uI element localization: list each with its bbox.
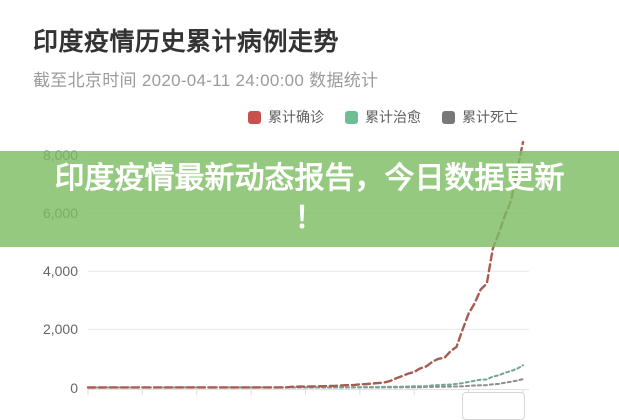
- legend-label-cured: 累计治愈: [365, 109, 421, 125]
- chart-subtitle: 截至北京时间 2020-04-11 24:00:00 数据统计: [33, 71, 379, 90]
- xaxis-label-box: [462, 392, 525, 420]
- y-axis-tick-label: 4,000: [42, 263, 78, 280]
- legend-swatch-confirmed-icon: [248, 110, 261, 124]
- legend-label-deaths: 累计死亡: [462, 109, 518, 125]
- banner-text-line1: 印度疫情最新动态报告，今日数据更新: [54, 162, 565, 195]
- legend-item-deaths[interactable]: 累计死亡: [442, 107, 518, 127]
- series-line-累计死亡: [87, 378, 524, 389]
- page-title: 印度疫情历史累计病例走势: [33, 28, 340, 56]
- y-axis-tick-label: 0: [70, 379, 78, 396]
- series-line-累计治愈: [87, 364, 524, 389]
- chart-legend: 累计确诊 累计治愈 累计死亡: [248, 107, 518, 127]
- legend-label-confirmed: 累计确诊: [268, 109, 324, 125]
- legend-item-cured[interactable]: 累计治愈: [345, 107, 421, 127]
- legend-swatch-cured-icon: [345, 110, 358, 124]
- news-banner-overlay: 印度疫情最新动态报告，今日数据更新 ！: [0, 151, 619, 247]
- banner-text-line2: ！: [294, 202, 325, 235]
- y-axis-tick-label: 2,000: [42, 321, 78, 338]
- legend-swatch-deaths-icon: [442, 110, 455, 124]
- series-line-累计确诊: [86, 140, 525, 389]
- chart-header: 印度疫情历史累计病例走势 截至北京时间 2020-04-11 24:00:00 …: [33, 27, 378, 91]
- legend-item-confirmed[interactable]: 累计确诊: [248, 107, 324, 127]
